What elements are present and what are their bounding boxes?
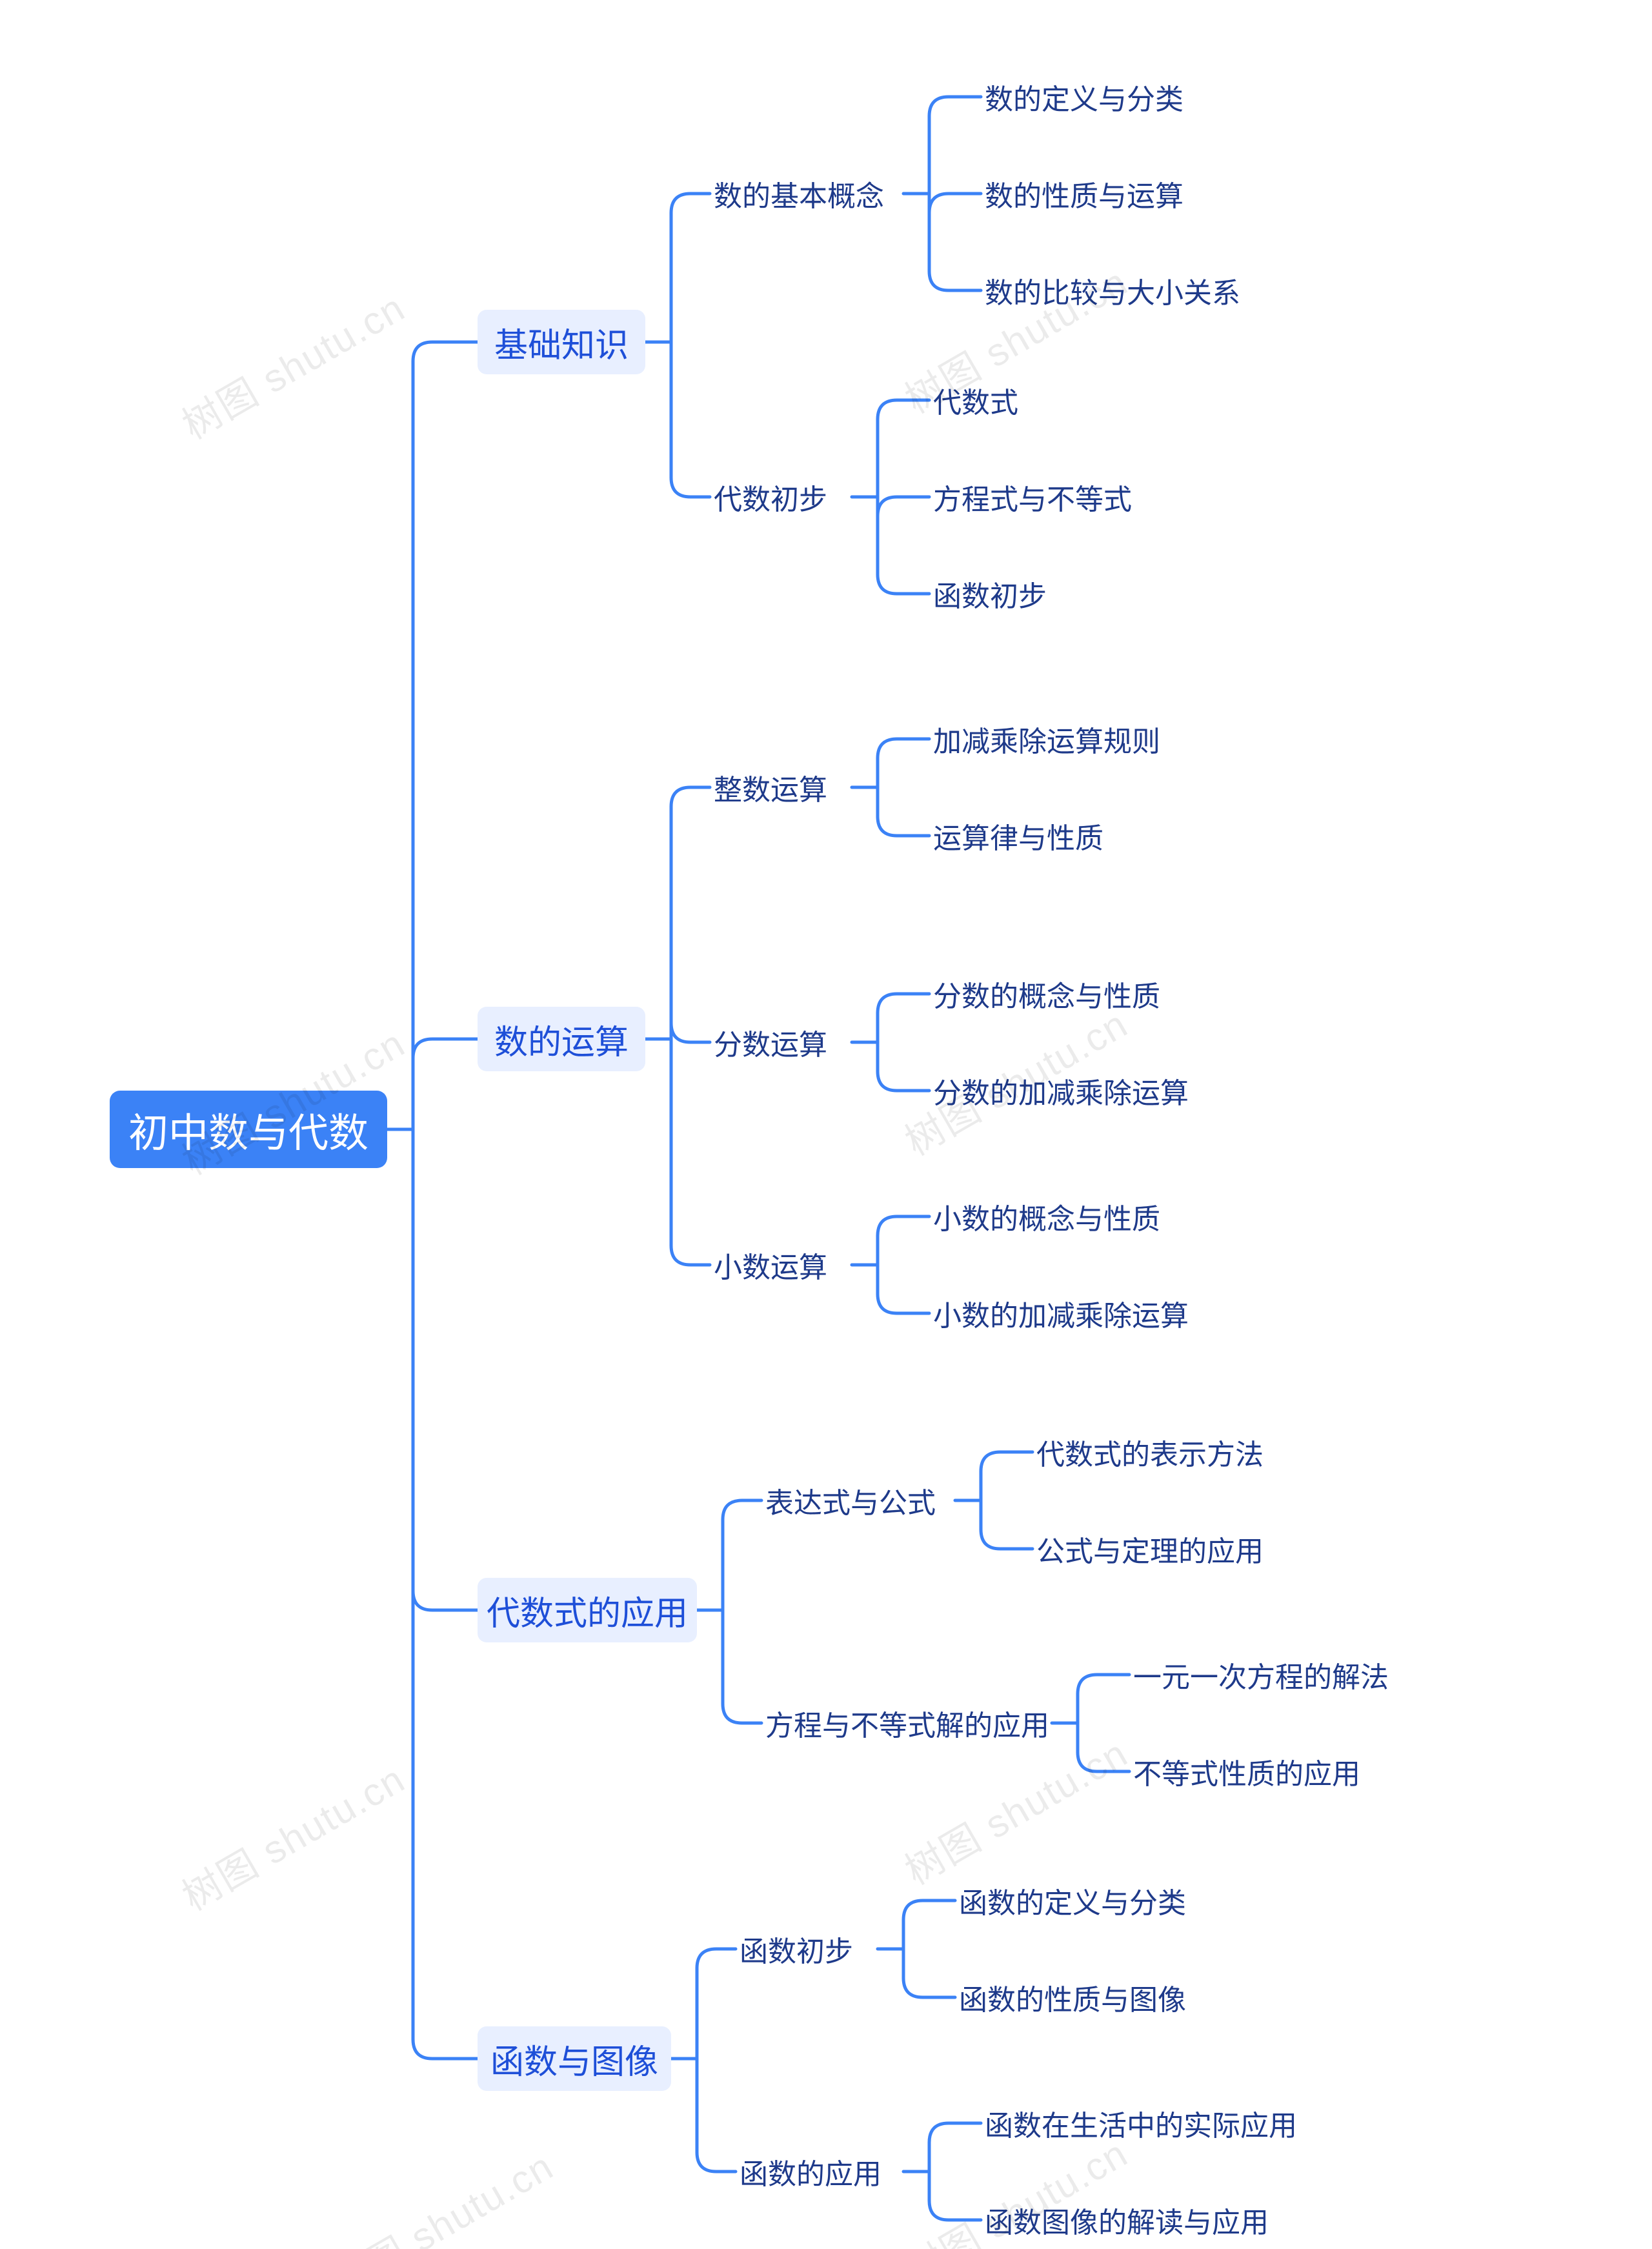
mindmap-node-label: 整数运算 xyxy=(714,767,827,808)
mindmap-node-n1b[interactable]: 代数初步 xyxy=(710,478,852,516)
mindmap-node-label: 一元一次方程的解法 xyxy=(1133,1654,1389,1695)
mindmap-node-n2c1[interactable]: 小数的概念与性质 xyxy=(929,1197,1187,1236)
mindmap-node-label: 函数图像的解读与应用 xyxy=(985,2199,1269,2241)
mindmap-node-label: 表达式与公式 xyxy=(765,1480,936,1521)
mindmap-node-label: 基础知识 xyxy=(494,318,629,367)
mindmap-node-label: 代数式 xyxy=(933,379,1018,421)
watermark: 树图 shutu.cn xyxy=(319,2135,562,2249)
mindmap-node-label: 函数在生活中的实际应用 xyxy=(985,2103,1297,2144)
mindmap-node-label: 数的定义与分类 xyxy=(985,76,1184,117)
mindmap-node-n3a[interactable]: 表达式与公式 xyxy=(761,1481,955,1520)
mindmap-node-label: 数的基本概念 xyxy=(714,173,884,214)
mindmap-node-label: 数的比较与大小关系 xyxy=(985,270,1240,311)
mindmap-node-n4b2[interactable]: 函数图像的解读与应用 xyxy=(981,2201,1278,2239)
mindmap-node-label: 代数式的应用 xyxy=(487,1586,688,1635)
mindmap-node-n2b1[interactable]: 分数的概念与性质 xyxy=(929,974,1187,1013)
mindmap-node-label: 运算律与性质 xyxy=(933,815,1103,856)
mindmap-node-n1a3[interactable]: 数的比较与大小关系 xyxy=(981,271,1265,310)
mindmap-node-label: 代数式的表示方法 xyxy=(1036,1431,1264,1473)
mindmap-node-n1b3[interactable]: 函数初步 xyxy=(929,574,1071,613)
mindmap-node-label: 分数的概念与性质 xyxy=(933,973,1160,1014)
mindmap-node-n4b1[interactable]: 函数在生活中的实际应用 xyxy=(981,2104,1304,2143)
mindmap-node-n2b2[interactable]: 分数的加减乘除运算 xyxy=(929,1071,1213,1110)
mindmap-canvas: 初中数与代数 基础知识 数的基本概念 数的定义与分类数的性质与运算数的比较与大小关系代… xyxy=(0,0,1652,2249)
mindmap-node-n2a2[interactable]: 运算律与性质 xyxy=(929,816,1123,855)
mindmap-node-label: 小数的加减乘除运算 xyxy=(933,1293,1189,1334)
mindmap-node-label: 初中数与代数 xyxy=(128,1100,368,1158)
watermark: 树图 shutu.cn xyxy=(170,277,414,450)
mindmap-node-label: 分数运算 xyxy=(714,1022,827,1063)
mindmap-node-label: 方程式与不等式 xyxy=(933,476,1132,518)
mindmap-node-n3[interactable]: 代数式的应用 xyxy=(478,1578,697,1642)
mindmap-node-label: 代数初步 xyxy=(714,476,827,518)
mindmap-node-n4a[interactable]: 函数初步 xyxy=(736,1930,878,1968)
mindmap-node-n3b2[interactable]: 不等式性质的应用 xyxy=(1129,1752,1362,1791)
mindmap-node-n1[interactable]: 基础知识 xyxy=(478,310,645,374)
mindmap-node-label: 方程与不等式解的应用 xyxy=(765,1702,1049,1744)
mindmap-node-label: 函数的应用 xyxy=(740,2151,881,2192)
mindmap-node-n4a2[interactable]: 函数的性质与图像 xyxy=(955,1978,1213,2017)
mindmap-node-n2c2[interactable]: 小数的加减乘除运算 xyxy=(929,1294,1213,1333)
mindmap-node-root[interactable]: 初中数与代数 xyxy=(110,1091,387,1168)
mindmap-node-label: 数的性质与运算 xyxy=(985,173,1184,214)
mindmap-node-n4b[interactable]: 函数的应用 xyxy=(736,2152,903,2191)
mindmap-node-n4a1[interactable]: 函数的定义与分类 xyxy=(955,1881,1213,1920)
mindmap-node-label: 不等式性质的应用 xyxy=(1133,1751,1360,1792)
mindmap-node-n1a1[interactable]: 数的定义与分类 xyxy=(981,77,1213,116)
mindmap-node-label: 函数初步 xyxy=(740,1928,853,1970)
mindmap-node-label: 函数初步 xyxy=(933,573,1047,614)
mindmap-node-n3b1[interactable]: 一元一次方程的解法 xyxy=(1129,1655,1400,1694)
mindmap-node-label: 小数运算 xyxy=(714,1244,827,1286)
mindmap-node-label: 函数的性质与图像 xyxy=(959,1977,1186,2018)
mindmap-node-label: 函数与图像 xyxy=(490,2035,658,2083)
mindmap-node-n2b[interactable]: 分数运算 xyxy=(710,1023,852,1062)
mindmap-node-label: 公式与定理的应用 xyxy=(1036,1528,1264,1569)
mindmap-node-label: 加减乘除运算规则 xyxy=(933,718,1160,760)
mindmap-node-label: 数的运算 xyxy=(494,1015,629,1064)
mindmap-node-n3a1[interactable]: 代数式的表示方法 xyxy=(1032,1433,1291,1471)
mindmap-node-label: 小数的概念与性质 xyxy=(933,1196,1160,1237)
mindmap-node-n3b[interactable]: 方程与不等式解的应用 xyxy=(761,1704,1052,1742)
mindmap-node-n4[interactable]: 函数与图像 xyxy=(478,2026,671,2091)
mindmap-node-n3a2[interactable]: 公式与定理的应用 xyxy=(1032,1529,1291,1568)
mindmap-node-n2[interactable]: 数的运算 xyxy=(478,1007,645,1071)
watermark: 树图 shutu.cn xyxy=(893,1722,1136,1895)
mindmap-node-n1b2[interactable]: 方程式与不等式 xyxy=(929,478,1149,516)
mindmap-node-label: 分数的加减乘除运算 xyxy=(933,1070,1189,1111)
mindmap-node-label: 函数的定义与分类 xyxy=(959,1880,1186,1921)
mindmap-node-n1a[interactable]: 数的基本概念 xyxy=(710,174,903,213)
mindmap-node-n1b1[interactable]: 代数式 xyxy=(929,381,1045,419)
watermark: 树图 shutu.cn xyxy=(170,1748,414,1921)
mindmap-node-n2c[interactable]: 小数运算 xyxy=(710,1246,852,1284)
mindmap-node-n2a[interactable]: 整数运算 xyxy=(710,768,852,807)
mindmap-node-n2a1[interactable]: 加减乘除运算规则 xyxy=(929,720,1187,758)
mindmap-node-n1a2[interactable]: 数的性质与运算 xyxy=(981,174,1213,213)
